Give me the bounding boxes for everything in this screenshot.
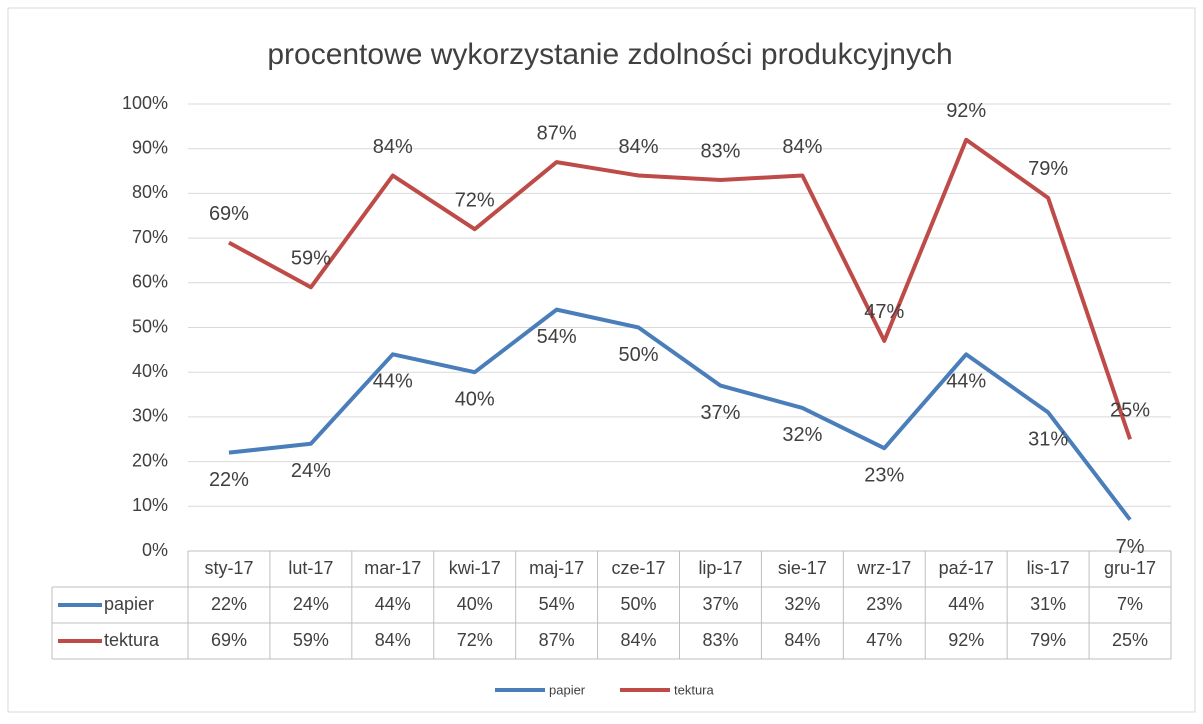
table-cell: 84%	[621, 630, 657, 650]
data-label: 23%	[864, 464, 904, 486]
table-series-name: papier	[104, 594, 154, 614]
table-cell: 37%	[702, 594, 738, 614]
y-tick-label: 100%	[122, 93, 168, 113]
table-cell: 87%	[539, 630, 575, 650]
y-tick-label: 40%	[132, 361, 168, 381]
y-tick-label: 20%	[132, 450, 168, 470]
data-label: 83%	[700, 140, 740, 162]
table-cell: 84%	[375, 630, 411, 650]
x-tick-label: wrz-17	[856, 558, 911, 578]
data-label: 25%	[1110, 400, 1150, 422]
x-tick-label: kwi-17	[449, 558, 501, 578]
x-tick-label: paź-17	[939, 558, 994, 578]
table-cell: 72%	[457, 630, 493, 650]
table-cell: 50%	[621, 594, 657, 614]
data-label: 32%	[782, 424, 822, 446]
data-label: 44%	[373, 371, 413, 393]
data-label: 50%	[619, 344, 659, 366]
data-label: 79%	[1028, 158, 1068, 180]
series-line	[228, 307, 1132, 521]
table-cell: 79%	[1030, 630, 1066, 650]
data-label: 24%	[291, 460, 331, 482]
y-tick-label: 0%	[142, 540, 168, 560]
data-label: 7%	[1116, 536, 1145, 558]
data-label: 84%	[782, 136, 822, 158]
x-tick-label: lis-17	[1027, 558, 1070, 578]
data-label: 44%	[946, 371, 986, 393]
table-cell: 24%	[293, 594, 329, 614]
table-cell: 54%	[539, 594, 575, 614]
data-label: 69%	[209, 203, 249, 225]
data-label: 40%	[455, 388, 495, 410]
table-cell: 22%	[211, 594, 247, 614]
x-tick-label: mar-17	[364, 558, 421, 578]
table-cell: 44%	[948, 594, 984, 614]
y-tick-label: 80%	[132, 182, 168, 202]
table-cell: 40%	[457, 594, 493, 614]
data-label: 47%	[864, 301, 904, 323]
x-tick-label: cze-17	[612, 558, 666, 578]
y-tick-label: 30%	[132, 406, 168, 426]
data-label: 54%	[537, 326, 577, 348]
data-label: 59%	[291, 248, 331, 270]
table-cell: 84%	[784, 630, 820, 650]
data-label: 87%	[537, 122, 577, 144]
data-label: 84%	[373, 136, 413, 158]
data-label: 84%	[619, 136, 659, 158]
y-tick-label: 50%	[132, 316, 168, 336]
y-tick-label: 10%	[132, 495, 168, 515]
y-tick-label: 90%	[132, 137, 168, 157]
table-cell: 23%	[866, 594, 902, 614]
data-label: 72%	[455, 189, 495, 211]
chart-frame	[7, 7, 1196, 713]
x-tick-label: gru-17	[1104, 558, 1156, 578]
series-line	[228, 137, 1132, 440]
table-cell: 92%	[948, 630, 984, 650]
chart-title: procentowe wykorzystanie zdolności produ…	[267, 38, 952, 71]
table-cell: 7%	[1117, 594, 1143, 614]
x-tick-label: sty-17	[204, 558, 253, 578]
table-cell: 31%	[1030, 594, 1066, 614]
table-series-name: tektura	[104, 630, 160, 650]
table-cell: 69%	[211, 630, 247, 650]
table-cell: 59%	[293, 630, 329, 650]
x-tick-label: lut-17	[288, 558, 333, 578]
table-cell: 47%	[866, 630, 902, 650]
x-tick-label: lip-17	[698, 558, 742, 578]
table-cell: 25%	[1112, 630, 1148, 650]
x-tick-label: sie-17	[778, 558, 827, 578]
data-label: 92%	[946, 100, 986, 122]
legend-label: tektura	[674, 682, 715, 697]
data-label: 31%	[1028, 429, 1068, 451]
table-cell: 44%	[375, 594, 411, 614]
y-tick-label: 70%	[132, 227, 168, 247]
x-tick-label: maj-17	[529, 558, 584, 578]
table-cell: 83%	[702, 630, 738, 650]
legend-label: papier	[549, 682, 586, 697]
data-label: 37%	[700, 402, 740, 424]
y-tick-label: 60%	[132, 272, 168, 292]
table-cell: 32%	[784, 594, 820, 614]
data-label: 22%	[209, 469, 249, 491]
